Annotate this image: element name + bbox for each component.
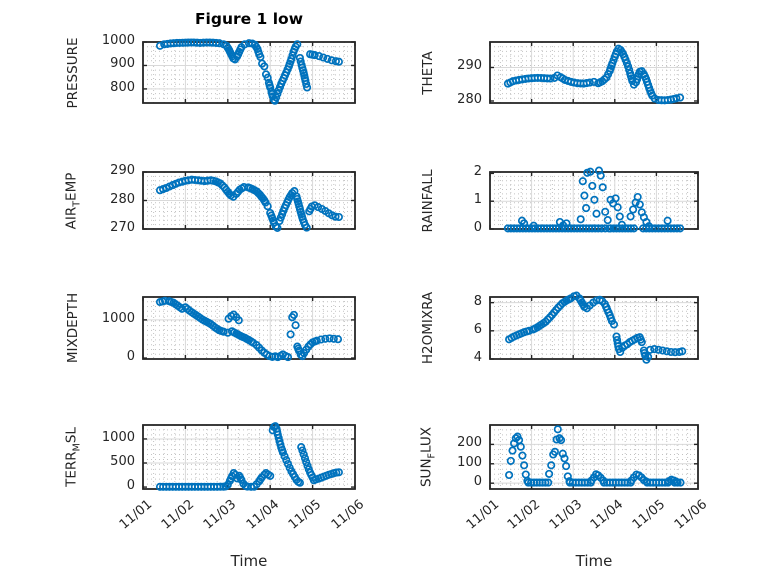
y-tick-label-air_temp-270: 270 xyxy=(110,220,135,235)
x-tick-label-sun_flux-3: 11/04 xyxy=(588,497,627,533)
y-axis-label-mixdepth: MIXDEPTH xyxy=(65,292,81,364)
x-tick-label-sun_flux-0: 11/01 xyxy=(463,497,502,533)
axis-ticks xyxy=(142,171,356,230)
minor-grid xyxy=(490,172,698,229)
x-axis-label-left: Time xyxy=(230,552,268,570)
subplot-air_temp xyxy=(142,171,356,232)
x-tick-label-sun_flux-1: 11/02 xyxy=(504,497,544,533)
y-axis-label-air_temp: AIRTEMP xyxy=(63,172,83,229)
scatter-markers xyxy=(505,291,687,364)
x-tick-label-sun_flux-4: 11/05 xyxy=(629,497,669,533)
y-tick-label-air_temp-290: 290 xyxy=(110,163,135,178)
y-tick-label-mixdepth-0: 0 xyxy=(126,349,135,365)
y-tick-label-rainfall-2: 2 xyxy=(473,164,482,180)
subplot-h2omixra xyxy=(489,291,699,364)
y-tick-label-rainfall-1: 1 xyxy=(473,192,482,208)
x-tick-label-terr_msl-0: 11/01 xyxy=(116,497,155,533)
axis-ticks xyxy=(489,42,699,103)
y-tick-label-air_temp-280: 280 xyxy=(110,191,135,207)
y-tick-label-terr_msl-1000: 1000 xyxy=(101,429,135,445)
y-tick-label-h2omixra-4: 4 xyxy=(473,350,482,365)
y-tick-label-theta-280: 280 xyxy=(457,91,482,107)
x-axis-label-right: Time xyxy=(575,552,613,570)
y-tick-label-sun_flux-100: 100 xyxy=(457,454,482,470)
subplot-mixdepth xyxy=(142,296,356,362)
subplot-sun_flux xyxy=(489,424,699,490)
minor-grid xyxy=(490,42,698,103)
y-tick-label-rainfall-0: 0 xyxy=(473,220,482,235)
scatter-markers xyxy=(155,296,343,362)
y-tick-label-pressure-1000: 1000 xyxy=(101,33,135,48)
y-tick-label-pressure-800: 800 xyxy=(110,79,135,95)
scatter-markers xyxy=(503,166,685,233)
subplot-terr_msl xyxy=(142,422,356,491)
x-tick-label-terr_msl-2: 11/03 xyxy=(201,497,240,533)
x-tick-label-terr_msl-5: 11/06 xyxy=(328,497,367,533)
y-axis-label-h2omixra: H2OMIXRA xyxy=(420,291,436,365)
y-axis-label-terr_msl: TERRMSL xyxy=(63,427,83,487)
x-tick-label-terr_msl-1: 11/02 xyxy=(158,497,198,533)
y-tick-label-terr_msl-0: 0 xyxy=(126,478,135,494)
scatter-markers xyxy=(505,425,685,487)
scatter-markers xyxy=(155,38,343,105)
axis-ticks xyxy=(142,297,356,359)
x-tick-label-terr_msl-4: 11/05 xyxy=(285,497,325,533)
axis-ticks xyxy=(489,425,699,489)
subplot-rainfall xyxy=(489,166,699,233)
subplot-pressure xyxy=(142,38,356,105)
scatter-markers xyxy=(155,175,343,232)
y-tick-label-mixdepth-1000: 1000 xyxy=(101,310,135,326)
subplot-theta xyxy=(489,41,699,105)
figure-title: Figure 1 low xyxy=(194,10,304,28)
y-tick-label-sun_flux-0: 0 xyxy=(473,474,482,490)
y-tick-label-sun_flux-200: 200 xyxy=(457,435,482,451)
y-tick-label-h2omixra-8: 8 xyxy=(473,293,482,309)
minor-grid xyxy=(143,42,355,103)
y-axis-label-sun_flux: SUNFLUX xyxy=(418,426,438,488)
y-axis-label-pressure: PRESSURE xyxy=(65,37,81,108)
major-grid xyxy=(490,42,698,103)
scatter-markers xyxy=(155,422,343,491)
y-tick-label-h2omixra-6: 6 xyxy=(473,321,482,337)
y-axis-label-theta: THETA xyxy=(420,50,436,95)
x-tick-label-sun_flux-2: 11/03 xyxy=(546,497,585,533)
y-tick-label-terr_msl-500: 500 xyxy=(110,454,135,469)
y-tick-label-theta-290: 290 xyxy=(457,58,482,74)
x-tick-label-sun_flux-5: 11/06 xyxy=(671,497,710,533)
y-axis-label-rainfall: RAINFALL xyxy=(420,169,436,232)
scatter-markers xyxy=(503,44,685,105)
major-grid xyxy=(143,425,355,489)
x-tick-label-terr_msl-3: 11/04 xyxy=(243,497,282,533)
y-tick-label-pressure-900: 900 xyxy=(110,56,135,72)
